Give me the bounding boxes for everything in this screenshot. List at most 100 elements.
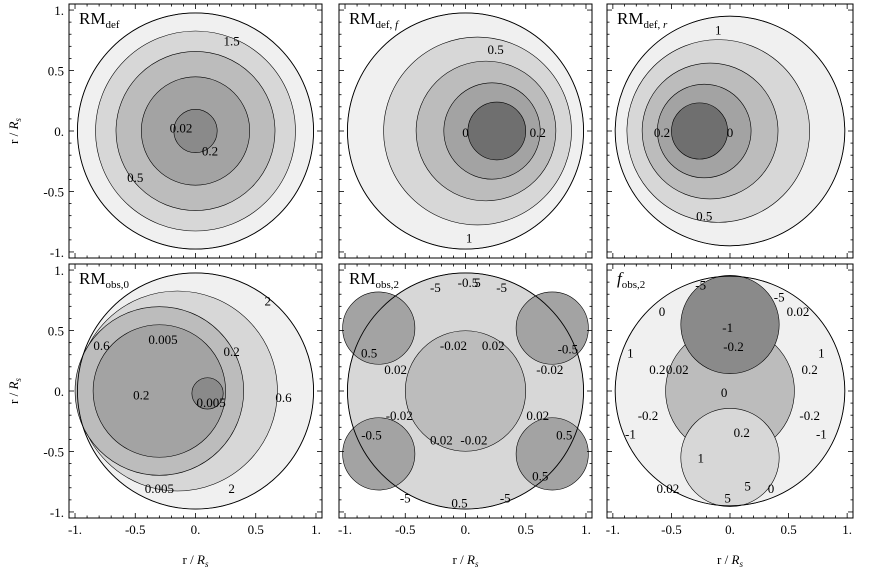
contour-label: -0.02	[386, 408, 413, 423]
x-tick-label: 0.	[461, 522, 471, 537]
tick-marks	[607, 4, 853, 258]
contour-level-4	[680, 408, 780, 508]
contour-label: -0.02	[536, 362, 563, 377]
panel-4: -1. -0.5 0. 0.5 1. 1. 0.5 0. -0.5 -1. r / Rs r / Rs…	[6, 263, 323, 569]
contour-label: -1	[625, 426, 636, 441]
disk-outline	[76, 272, 315, 510]
contour-labels: 1 0.2 0 0.5	[654, 22, 733, 223]
contour-level-5	[671, 102, 728, 160]
contour-label: 2	[228, 481, 235, 496]
contour-label: -1	[816, 426, 827, 441]
contour-label: 0.02	[666, 362, 689, 377]
contour-label: 0.5	[556, 428, 572, 443]
contour-label: -5	[400, 490, 411, 505]
contour-label: 0	[721, 385, 728, 400]
disk-outline	[76, 12, 315, 250]
contour-label: 0.5	[696, 209, 712, 224]
contour-labels: -5 -0.55 -50.5 -0.02 0.02 -0.50.02 -0.02-0.02 0…	[361, 275, 578, 510]
contour-level-6	[404, 330, 527, 452]
contour-label: 5	[474, 275, 481, 290]
panel-title: fobs,2	[617, 269, 645, 291]
contour-label: 0.2	[133, 388, 149, 403]
contour-levels	[74, 272, 314, 510]
contour-label: -5	[774, 290, 785, 305]
contour-level-4	[342, 417, 416, 491]
contour-label: 0.2	[654, 125, 670, 140]
contour-label: 1	[818, 345, 825, 360]
disk-outline	[614, 275, 846, 507]
contour-label: 2	[265, 293, 272, 308]
y-axis-label: r / Rs	[6, 378, 23, 404]
x-tick-label: 1.	[311, 522, 321, 537]
contour-labels: 1.5 0.02 0.2 0.5	[127, 33, 240, 185]
contour-level-4	[92, 324, 226, 458]
contour-label: 0	[659, 304, 666, 319]
contour-levels	[77, 12, 314, 250]
contour-label: 1	[466, 230, 473, 245]
contour-label: 0.6	[93, 338, 110, 353]
contour-label: 0.2	[649, 362, 665, 377]
panel-3: RMdef, r 1 0.2 0 0.5	[606, 3, 854, 259]
contour-level-5	[515, 417, 589, 491]
disk-outline	[614, 15, 846, 247]
y-tick-label: -1.	[50, 505, 64, 520]
contour-levels	[614, 274, 846, 508]
contour-label: 0.2	[224, 344, 240, 359]
y-tick-label: 0.5	[48, 324, 64, 339]
y-tick-label: 0.5	[48, 64, 64, 79]
y-tick-label: 0.	[54, 124, 64, 139]
panel-title: RMdef, r	[617, 9, 668, 31]
disk-outline	[346, 272, 585, 510]
x-axis-label: r / Rs	[717, 552, 743, 569]
tick-marks	[69, 4, 322, 258]
contour-label: 0	[462, 125, 469, 140]
contour-label: 0.2	[530, 125, 546, 140]
contour-label: -0.5	[558, 342, 579, 357]
contour-labels: 2 0.6 0.005 0.2 0.2 0.005 0.6 0.005 2	[93, 293, 292, 495]
y-tick-label: -1.	[50, 245, 64, 260]
contour-label: 0.005	[145, 481, 174, 496]
x-tick-label: -0.5	[661, 522, 682, 537]
contour-label: 1	[627, 345, 634, 360]
contour-label: -0.2	[638, 408, 659, 423]
contour-level-3	[680, 274, 780, 374]
y-tick-label: 0.	[54, 384, 64, 399]
contour-label: 0.02	[430, 432, 453, 447]
contour-label: -5	[695, 278, 706, 293]
contour-label: 0.2	[734, 425, 750, 440]
y-tick-label: 1.	[54, 3, 64, 18]
x-tick-label: -1.	[338, 522, 352, 537]
contour-label: -5	[430, 280, 441, 295]
contour-label: 0.005	[148, 332, 177, 347]
x-tick-label: -0.5	[395, 522, 416, 537]
contour-label: -0.02	[460, 432, 487, 447]
contour-label: 0.5	[532, 469, 548, 484]
contour-label: 1	[697, 451, 704, 466]
panel-6: -1. -0.5 0. 0.5 1. r / Rs fobs,2 -5 -5 0 -1 0.02 1 -0…	[606, 263, 854, 569]
contour-label: 0.2	[802, 362, 818, 377]
x-tick-label: 0.	[191, 522, 201, 537]
disk-outline	[346, 12, 585, 250]
contour-label: 0.02	[482, 338, 505, 353]
x-tick-label: 1.	[842, 522, 852, 537]
contour-label: 0.5	[451, 495, 467, 510]
contour-label: 0.02	[526, 408, 549, 423]
contour-label: 0.6	[275, 390, 292, 405]
x-tick-label: -1.	[68, 522, 82, 537]
contour-label: 0.02	[787, 304, 810, 319]
contour-level-3	[515, 291, 589, 365]
x-axis-label: r / Rs	[183, 552, 209, 569]
contour-label: 0.5	[361, 345, 377, 360]
contour-label: 1.5	[224, 33, 240, 48]
contour-label: 0.005	[197, 395, 226, 410]
contour-label: 0	[768, 481, 775, 496]
contour-label: 0	[727, 125, 734, 140]
x-axis-label: r / Rs	[453, 552, 479, 569]
contour-label: -0.2	[723, 339, 744, 354]
contour-label: -0.5	[458, 275, 479, 290]
contour-label: 5	[724, 490, 731, 505]
contour-label: -0.5	[361, 428, 382, 443]
tick-marks	[69, 264, 322, 518]
contour-label: -5	[500, 490, 511, 505]
